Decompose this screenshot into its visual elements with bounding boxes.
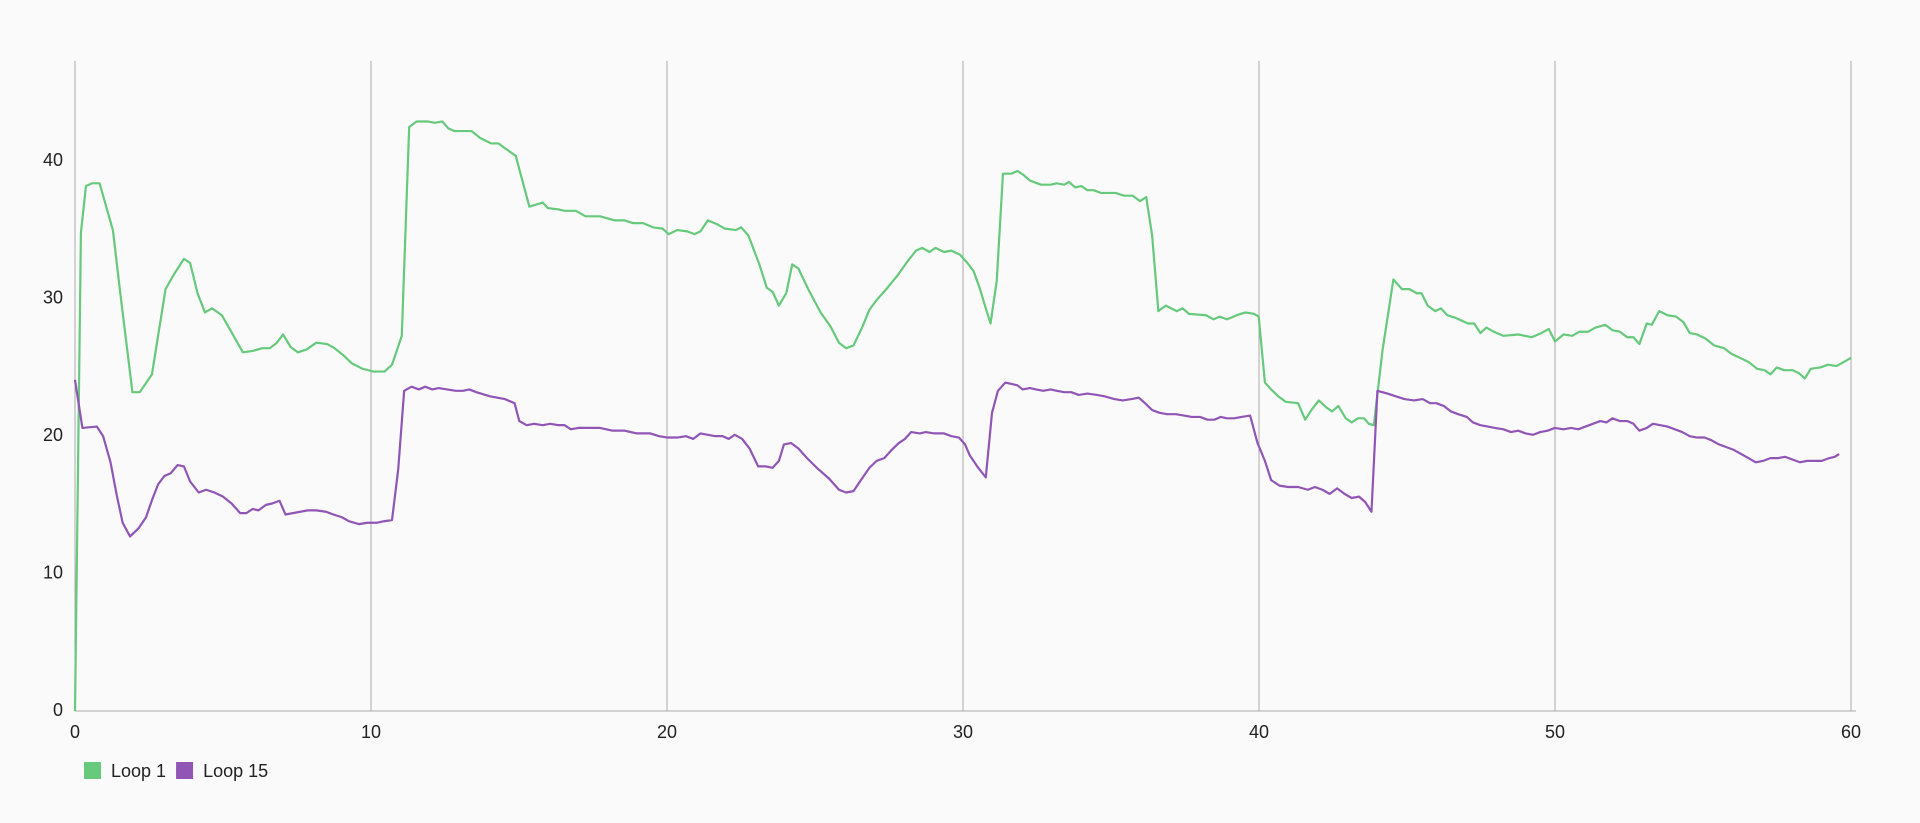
legend-label: Loop 1 (111, 761, 166, 781)
x-tick-label: 10 (361, 722, 381, 742)
legend-swatch (176, 762, 194, 779)
y-tick-label: 30 (43, 287, 63, 307)
x-tick-label: 40 (1249, 722, 1269, 742)
series-line (73, 379, 1840, 538)
x-tick-label: 60 (1841, 722, 1861, 742)
y-tick-label: 20 (43, 425, 63, 445)
x-tick-label: 50 (1545, 722, 1565, 742)
legend-swatch (84, 762, 101, 779)
y-tick-label: 0 (53, 700, 63, 720)
x-tick-label: 0 (70, 722, 80, 742)
legend-label: Loop 15 (203, 761, 268, 781)
series-line (73, 120, 1852, 712)
y-tick-label: 40 (43, 150, 63, 170)
x-tick-label: 20 (657, 722, 677, 742)
y-tick-label: 10 (43, 562, 63, 582)
x-tick-label: 30 (953, 722, 973, 742)
